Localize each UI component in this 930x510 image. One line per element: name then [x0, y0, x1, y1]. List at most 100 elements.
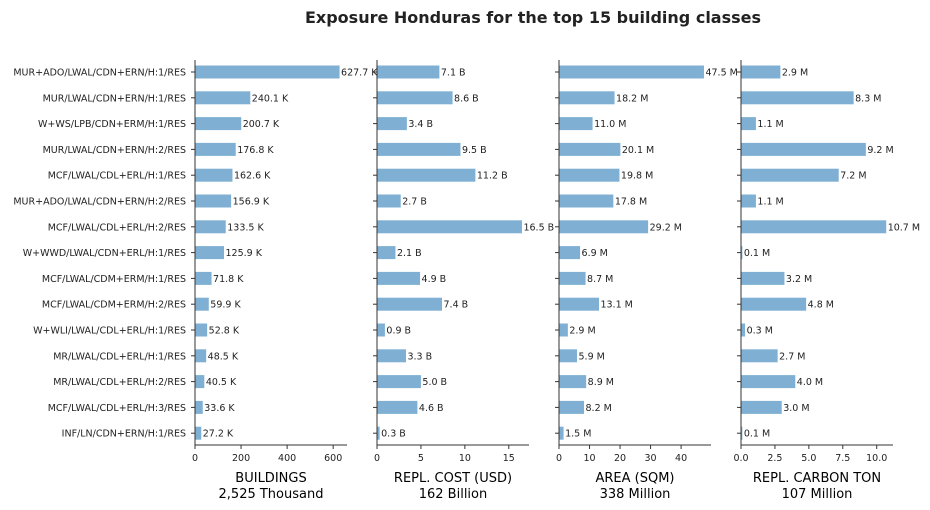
- bar-3-5: [741, 194, 756, 208]
- value-label-3-6: 10.7 M: [888, 222, 920, 233]
- bar-2-4: [559, 168, 620, 182]
- value-label-3-5: 1.1 M: [757, 197, 783, 208]
- value-label-2-8: 8.7 M: [587, 274, 613, 285]
- bar-3-1: [741, 91, 854, 105]
- chart-title: Exposure Honduras for the top 15 buildin…: [304, 8, 762, 27]
- value-label-2-13: 8.2 M: [586, 403, 612, 414]
- bar-3-11: [741, 349, 778, 363]
- x-tick-label-1-0: 0: [374, 453, 380, 464]
- x-tick-label-2-3: 30: [645, 453, 657, 464]
- category-label-2: W+WS/LPB/CDN+ERM/H:1/RES: [38, 119, 186, 130]
- bar-1-2: [377, 117, 407, 131]
- bar-2-8: [559, 271, 586, 285]
- x-axis-title-2: AREA (SQM): [595, 471, 674, 486]
- value-label-3-12: 4.0 M: [797, 377, 823, 388]
- value-label-2-7: 6.9 M: [582, 248, 608, 259]
- bar-1-14: [377, 426, 380, 440]
- value-label-3-9: 4.8 M: [808, 300, 834, 311]
- category-label-13: MCF/LWAL/CDL+ERL/H:3/RES: [48, 403, 186, 414]
- value-label-2-0: 47.5 M: [705, 68, 737, 79]
- bar-0-12: [195, 375, 205, 389]
- category-label-8: MCF/LWAL/CDM+ERM/H:1/RES: [42, 274, 186, 285]
- bar-3-3: [741, 142, 866, 156]
- x-tick-label-1-2: 10: [459, 453, 471, 464]
- value-label-3-3: 9.2 M: [867, 145, 893, 156]
- value-label-2-4: 19.8 M: [621, 171, 653, 182]
- value-label-3-13: 3.0 M: [783, 403, 809, 414]
- bar-2-13: [559, 400, 585, 414]
- value-label-2-2: 11.0 M: [594, 119, 626, 130]
- category-label-1: MUR/LWAL/CDN+ERN/H:1/RES: [43, 93, 186, 104]
- x-axis-title-1: REPL. COST (USD): [394, 471, 512, 486]
- bar-2-9: [559, 297, 599, 311]
- value-label-1-14: 0.3 B: [381, 429, 406, 440]
- x-tick-label-2-1: 10: [583, 453, 595, 464]
- value-label-3-14: 0.1 M: [744, 429, 770, 440]
- category-label-0: MUR+ADO/LWAL/CDN+ERN/H:1/RES: [13, 68, 186, 79]
- bar-0-4: [195, 168, 233, 182]
- bar-2-3: [559, 142, 621, 156]
- bar-0-3: [195, 142, 236, 156]
- value-label-0-14: 27.2 K: [203, 429, 234, 440]
- bar-1-6: [377, 220, 522, 234]
- value-label-1-11: 3.3 B: [407, 351, 432, 362]
- value-label-0-8: 71.8 K: [213, 274, 244, 285]
- value-label-3-7: 0.1 M: [744, 248, 770, 259]
- bar-3-13: [741, 400, 782, 414]
- bar-2-10: [559, 323, 568, 337]
- bar-2-1: [559, 91, 615, 105]
- bar-3-2: [741, 117, 756, 131]
- bar-0-14: [195, 426, 202, 440]
- value-label-3-0: 2.9 M: [782, 68, 808, 79]
- bar-0-8: [195, 271, 212, 285]
- bar-2-12: [559, 375, 587, 389]
- value-label-0-7: 125.9 K: [225, 248, 262, 259]
- bar-0-9: [195, 297, 209, 311]
- x-axis-title-0: BUILDINGS: [235, 471, 306, 486]
- value-label-2-9: 13.1 M: [600, 300, 632, 311]
- value-label-1-2: 3.4 B: [408, 119, 433, 130]
- bar-0-2: [195, 117, 242, 131]
- x-tick-label-0-0: 0: [192, 453, 198, 464]
- x-tick-label-3-4: 10.0: [866, 453, 887, 464]
- category-label-6: MCF/LWAL/CDL+ERL/H:2/RES: [48, 222, 186, 233]
- bar-0-13: [195, 400, 203, 414]
- bar-3-4: [741, 168, 839, 182]
- value-label-2-14: 1.5 M: [565, 429, 591, 440]
- value-label-2-5: 17.8 M: [615, 197, 647, 208]
- value-label-1-7: 2.1 B: [397, 248, 422, 259]
- value-label-1-1: 8.6 B: [454, 93, 479, 104]
- bar-0-0: [195, 65, 340, 79]
- value-label-1-3: 9.5 B: [462, 145, 487, 156]
- bar-1-0: [377, 65, 440, 79]
- value-label-0-9: 59.9 K: [210, 300, 241, 311]
- value-label-2-11: 5.9 M: [579, 351, 605, 362]
- value-label-1-6: 16.5 B: [523, 222, 554, 233]
- bar-2-11: [559, 349, 578, 363]
- category-label-7: W+WWD/LWAL/CDN+ERL/H:1/RES: [23, 248, 186, 259]
- category-label-4: MCF/LWAL/CDL+ERL/H:1/RES: [48, 171, 186, 182]
- bar-3-9: [741, 297, 807, 311]
- bar-0-7: [195, 246, 224, 260]
- x-axis-subtitle-1: 162 Billion: [419, 487, 488, 502]
- value-label-1-0: 7.1 B: [441, 68, 466, 79]
- x-tick-label-3-1: 2.5: [767, 453, 782, 464]
- bar-1-12: [377, 375, 421, 389]
- x-tick-label-2-4: 40: [675, 453, 687, 464]
- value-label-0-12: 40.5 K: [206, 377, 237, 388]
- value-label-3-1: 8.3 M: [855, 93, 881, 104]
- bar-2-6: [559, 220, 649, 234]
- bar-1-8: [377, 271, 421, 285]
- bar-3-14: [741, 426, 743, 440]
- bar-1-4: [377, 168, 476, 182]
- value-label-3-2: 1.1 M: [757, 119, 783, 130]
- bar-0-11: [195, 349, 207, 363]
- x-tick-label-3-0: 0.0: [733, 453, 748, 464]
- x-tick-label-1-3: 15: [503, 453, 515, 464]
- value-label-2-3: 20.1 M: [622, 145, 654, 156]
- value-label-2-6: 29.2 M: [650, 222, 682, 233]
- category-label-9: MCF/LWAL/CDM+ERM/H:2/RES: [42, 300, 186, 311]
- value-label-0-2: 200.7 K: [243, 119, 280, 130]
- value-label-1-10: 0.9 B: [386, 326, 411, 337]
